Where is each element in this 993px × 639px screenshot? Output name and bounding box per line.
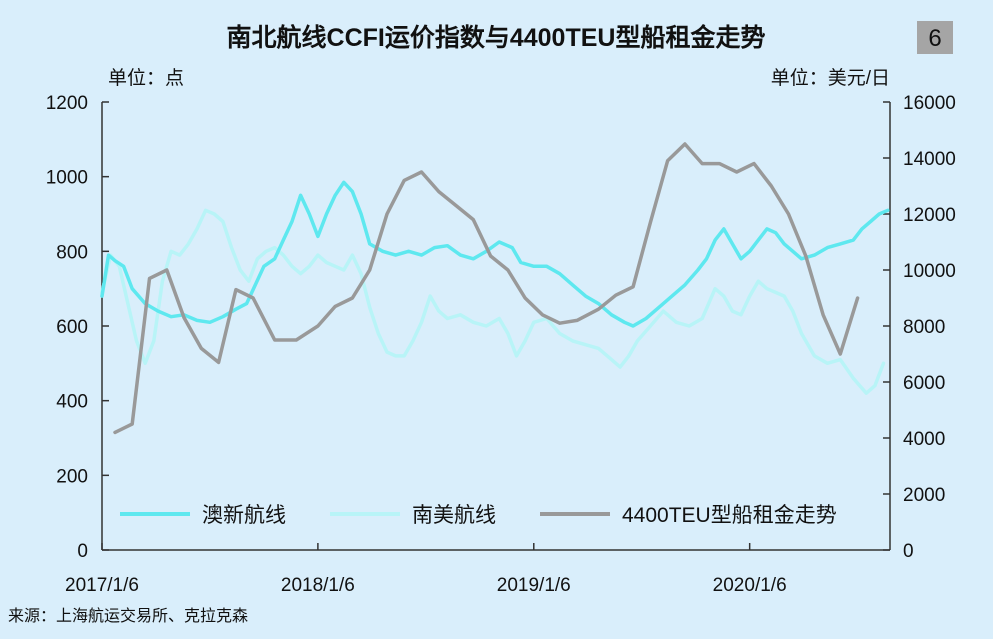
series-line-2 [113,142,860,435]
legend-label-2: 4400TEU型船租金走势 [622,504,837,527]
right-tick-label: 16000 [903,93,956,114]
legend: 澳新航线 南美航线 4400TEU型船租金走势 [120,504,837,527]
left-axis-unit: 单位：点 [108,67,184,89]
x-tick-label: 2017/1/6 [65,575,139,596]
series-layer [100,142,890,435]
legend-label-0: 澳新航线 [202,504,286,527]
x-tick-label: 2018/1/6 [281,575,355,596]
left-tick-label: 1000 [46,168,88,189]
right-tick-label: 10000 [903,261,956,282]
right-tick-label: 8000 [903,317,945,338]
chart-title: 南北航线CCFI运价指数与4400TEU型船租金走势 [227,23,766,52]
series-line-0 [100,180,890,328]
left-tick-label: 200 [56,466,88,487]
right-axis-unit: 单位：美元/日 [771,67,890,89]
right-tick-label: 12000 [903,205,956,226]
left-tick-label: 600 [56,317,88,338]
x-tick-label: 2020/1/6 [713,575,787,596]
right-tick-label: 14000 [903,149,956,170]
series-line-1 [100,208,886,395]
badge-box [917,21,953,54]
legend-label-1: 南美航线 [412,504,496,527]
right-tick-label: 0 [903,541,914,562]
axes: 0200400600800100012000200040006000800010… [46,93,956,596]
source-note: 来源：上海航运交易所、克拉克森 [8,606,248,625]
left-tick-label: 800 [56,242,88,263]
x-tick-label: 2019/1/6 [497,575,571,596]
right-tick-label: 4000 [903,429,945,450]
left-tick-label: 400 [56,392,88,413]
left-tick-label: 1200 [46,93,88,114]
right-tick-label: 2000 [903,485,945,506]
left-tick-label: 0 [77,541,88,562]
right-tick-label: 6000 [903,373,945,394]
badge-number: 6 [928,25,941,52]
